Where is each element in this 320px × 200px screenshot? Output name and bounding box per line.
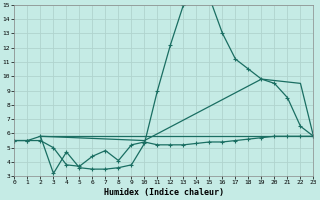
X-axis label: Humidex (Indice chaleur): Humidex (Indice chaleur) (104, 188, 224, 197)
